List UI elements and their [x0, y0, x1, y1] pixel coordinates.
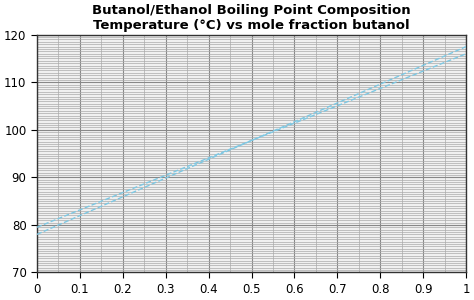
- Title: Butanol/Ethanol Boiling Point Composition
Temperature (°C) vs mole fraction buta: Butanol/Ethanol Boiling Point Compositio…: [92, 4, 411, 32]
